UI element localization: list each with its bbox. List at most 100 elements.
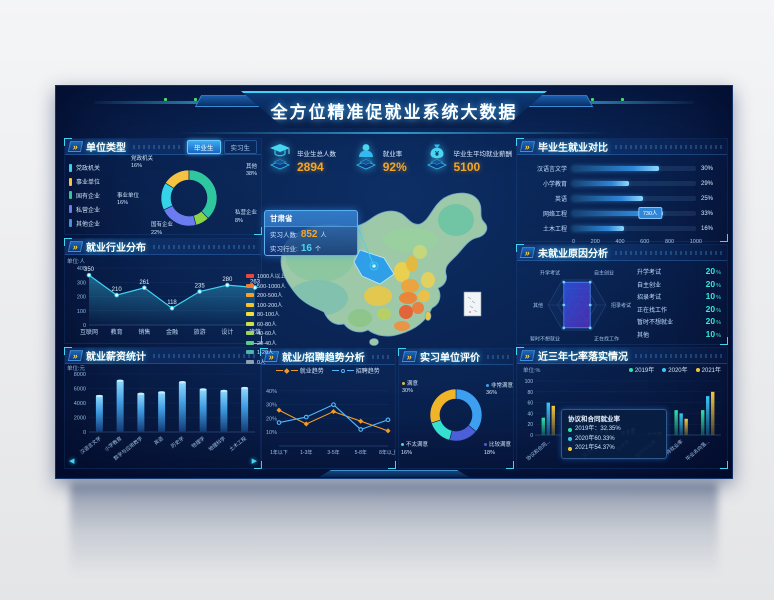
donut-label: 党政机关 16%	[131, 156, 154, 170]
svg-text:40: 40	[527, 411, 533, 417]
svg-text:销售: 销售	[138, 328, 150, 336]
svg-text:30%: 30%	[266, 403, 277, 409]
legend-item-2021年[interactable]: 2021年	[695, 365, 721, 374]
salary-next-button[interactable]: ▶	[251, 458, 257, 465]
stat-value: 2894	[297, 160, 324, 174]
legend-item[interactable]: 事业单位	[69, 177, 117, 186]
dashboard-reflection	[70, 483, 718, 587]
map-legend-item: 20-40人	[246, 339, 286, 347]
graduation-cap-icon	[268, 142, 292, 176]
donut-label: 私营企业 8%	[234, 210, 257, 224]
panel-unemployed: » 未就业原因分析 升学考试 自主创业 招录考试 正在找工作 暂时不想就业 其他 升学考试…	[516, 244, 728, 345]
tab-实习生[interactable]: 实习生	[223, 139, 257, 154]
svg-text:40%: 40%	[266, 389, 277, 395]
map-tooltip-rows: 实习人数: 852 人实习行业: 16 个	[265, 227, 357, 255]
map-tooltip: 甘肃省 实习人数: 852 人实习行业: 16 个	[264, 210, 358, 256]
panel-title-industry: 就业行业分布	[86, 243, 146, 254]
map-legend-item: 0人	[246, 358, 286, 366]
legend-item[interactable]: 党政机关	[69, 163, 117, 172]
svg-text:其他: 其他	[533, 302, 543, 309]
hbar-axis: 0 200 400 600 800 1000	[572, 239, 702, 245]
panel-decor-line	[487, 354, 509, 359]
trend-chart[interactable]: 10% 20% 30% 40% 1年以下 1-3年 3-5年 5-8年 8年以上	[261, 376, 397, 466]
legend-item-2019年[interactable]: 2019年	[628, 365, 654, 374]
svg-text:20%: 20%	[266, 416, 277, 422]
donut-label: 比较满意 18%	[483, 442, 511, 456]
svg-text:100: 100	[525, 379, 534, 385]
person-icon	[354, 142, 378, 176]
salary-prev-button[interactable]: ◀	[69, 458, 75, 465]
map-tooltip-row: 实习行业: 16 个	[270, 243, 321, 254]
legend-item-就业趋势[interactable]: 就业趋势	[276, 366, 324, 375]
stat-label: 毕业生总人数	[297, 151, 336, 158]
salary-chart[interactable]: 02000400060008000单位:元汉语言文学 小学教育数学与应用数学 英语历…	[65, 364, 261, 466]
seven-legend-row: 单位:% 2019年 2020年 2021年	[517, 364, 727, 375]
title-plate: 全方位精准促就业系统大数据	[241, 91, 547, 128]
svg-text:自主创业: 自主创业	[594, 270, 614, 277]
seven-tooltip-row: 2021年54.37%	[568, 444, 660, 454]
radar-list-row: 自主创业 20%	[637, 278, 721, 289]
radar-list-row: 招录考试 10%	[637, 291, 721, 302]
stats-row: 毕业生总人数 2894 就业率 92% ¥ 毕业生平均就业薪酬 5100	[268, 142, 512, 200]
evaluation-donut-area[interactable]: 非常满意 36% 比较满意 18% 不太满意 16% 满意 30%	[399, 365, 513, 467]
dashboard: 全方位精准促就业系统大数据 » 单位类型 毕业生 实习生 党政机关 事业单位 国有企业…	[55, 85, 733, 479]
south-china-sea-inset	[463, 291, 482, 317]
tab-毕业生[interactable]: 毕业生	[187, 139, 221, 154]
donut-label: 其他 38%	[245, 164, 257, 178]
radar-list: 升学考试 20% 自主创业 20% 招录考试 10% 正在找工作 20% 暂时不想就业 20% 其他…	[637, 261, 727, 344]
unit-type-legend: 党政机关事业单位国有企业私营企业其他企业	[69, 157, 117, 234]
svg-text:互联网: 互联网	[80, 328, 98, 336]
panel-salary: » 就业薪资统计 0 2000 4000 6000 8000 单位:元 汉语言文学 小学教育数…	[64, 347, 262, 469]
svg-text:0: 0	[83, 323, 86, 329]
svg-text:210: 210	[112, 287, 123, 293]
stat-value: 92%	[382, 160, 407, 174]
panel-decor-line	[153, 244, 257, 249]
svg-text:1-3年: 1-3年	[300, 449, 312, 456]
unit-type-donut-area[interactable]: 党政机关 16% 其他 38% 私营企业 8% 国有企业 22% 事业单位 16%	[117, 156, 259, 236]
svg-text:暂时不想就业: 暂时不想就业	[530, 335, 560, 342]
legend-item-2020年[interactable]: 2020年	[662, 365, 688, 374]
svg-text:3-5年: 3-5年	[327, 449, 339, 456]
svg-text:土木工程: 土木工程	[228, 435, 248, 453]
svg-text:升学考试: 升学考试	[540, 270, 560, 277]
svg-text:教育: 教育	[111, 328, 123, 336]
legend-item[interactable]: 私营企业	[69, 205, 117, 214]
radar-list-row: 升学考试 20%	[637, 266, 721, 277]
header-ornament-left	[94, 95, 266, 111]
hbar-rows[interactable]: 汉语言文学 30% 小学教育 29% 英语 25% 网络工程 730人 33% 土木工程 16%	[517, 155, 727, 236]
legend-item-招聘趋势[interactable]: 招聘趋势	[331, 366, 380, 375]
legend-item[interactable]: 其他企业	[69, 219, 117, 228]
radar-list-row: 其他 10%	[637, 328, 721, 339]
map-legend-item: 60-80人	[246, 320, 286, 328]
seven-tooltip: 协议和合同就业率 2019年：32.35% 2020年60.33% 2021年54.…	[561, 409, 667, 459]
panel-arrow-icon: »	[67, 241, 84, 252]
panel-decor-line	[133, 144, 183, 149]
china-map-svg	[280, 192, 488, 346]
panel-title-trend: 就业/招聘趋势分析	[282, 353, 365, 364]
page-title: 全方位精准促就业系统大数据	[270, 103, 518, 122]
panel-unit-type: » 单位类型 毕业生 实习生 党政机关 事业单位 国有企业 私营企业 其他企业 党政机关 1…	[64, 138, 262, 236]
donut-label: 非常满意 36%	[485, 383, 513, 397]
panel-decor-line	[615, 250, 723, 255]
legend-item[interactable]: 国有企业	[69, 191, 117, 200]
china-map[interactable]: 甘肃省 实习人数: 852 人实习行业: 16 个	[260, 180, 512, 348]
panel-decor-line	[635, 353, 723, 358]
map-tooltip-row: 实习人数: 852 人	[270, 229, 327, 240]
panel-arrow-icon: »	[519, 141, 536, 152]
donut-label: 满意 30%	[402, 381, 419, 395]
seven-tooltip-rows: 2019年：32.35% 2020年60.33% 2021年54.37%	[568, 425, 660, 454]
radar-list-row: 正在找工作 20%	[637, 303, 721, 314]
panel-title-grad-compare: 毕业生就业对比	[538, 143, 608, 154]
svg-text:5-8年: 5-8年	[355, 449, 367, 456]
svg-text:118: 118	[167, 300, 177, 306]
stat-item: ¥ 毕业生平均就业薪酬 5100	[425, 142, 512, 200]
svg-text:正在找工作: 正在找工作	[594, 335, 619, 342]
svg-text:英语: 英语	[153, 435, 165, 447]
svg-text:0: 0	[83, 430, 86, 436]
panel-industry: » 就业行业分布 0 100 200 300 400 单位:人 350 互联网 210 教育 261…	[64, 238, 262, 344]
panel-evaluation: » 实习单位评价 非常满意 36% 比较满意 18% 不太满意 16% 满意 30%	[398, 348, 514, 469]
map-legend-item: 200-500人	[246, 291, 286, 299]
svg-text:设计: 设计	[221, 328, 233, 336]
